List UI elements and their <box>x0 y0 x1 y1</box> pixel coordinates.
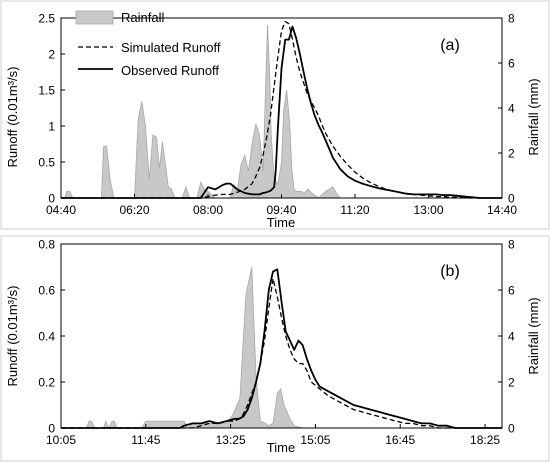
panel-b-y-left-label: Runoff (0.01m³/s) <box>5 286 20 387</box>
panel-b-y-right-tick-label: 6 <box>508 284 515 298</box>
panel-a-y-left-tick-label: 1.5 <box>38 84 55 98</box>
panel-b-y-right-tick-label: 2 <box>508 376 515 390</box>
panel-b-ticks: 10:05 11:45 13:25 15:05 16:45 18:25 0 0.2 0.4 0.6… <box>38 238 515 448</box>
panel-b-y-right-label: Rainfall (mm) <box>526 297 541 374</box>
panel-b-simulated-runoff-line <box>61 277 502 429</box>
panel-a-tag: (a) <box>440 37 460 54</box>
panel-a-legend: Rainfall Simulated Runoff Observed Runof… <box>75 10 221 78</box>
panel-b-y-right-tick-label: 8 <box>508 238 515 252</box>
panel-a-x-tick-label: 06:20 <box>119 203 149 217</box>
panel-a-y-left-tick-label: 2 <box>48 48 55 62</box>
panel-a-marks <box>61 20 502 199</box>
legend-simulated-label: Simulated Runoff <box>121 40 221 55</box>
panel-a-y-right-label: Rainfall (mm) <box>526 78 541 155</box>
panel-b-frame <box>0 235 550 462</box>
legend-rainfall-swatch <box>75 10 114 25</box>
panel-a-y-right-tick-label: 8 <box>508 12 515 26</box>
panel-a-x-tick-label: 13:00 <box>413 203 443 217</box>
legend-rainfall-label: Rainfall <box>121 10 164 25</box>
panel-b-x-tick-label: 13:25 <box>216 433 246 447</box>
panel-a-ticks: 04:40 06:20 08:00 09:40 11:20 13:00 14:4000.51… <box>38 12 517 218</box>
panel-a-y-right-tick-label: 2 <box>508 147 515 161</box>
panel-b-x-tick-label: 11:45 <box>131 433 160 447</box>
panel-a-x-tick-label: 04:40 <box>46 203 76 217</box>
panel-b-x-label: Time <box>267 440 295 455</box>
panel-a-y-left-tick-label: 2.5 <box>38 12 55 26</box>
panel-a-x-label: Time <box>267 215 295 230</box>
panel-b-x-tick-label: 15:05 <box>300 433 330 447</box>
panel-b-observed-runoff-line <box>61 268 502 429</box>
panel-a-x-tick-label: 11:20 <box>340 203 369 217</box>
panel-b-y-left-tick-label: 0.4 <box>38 330 55 344</box>
panel-b-y-right-tick-label: 0 <box>508 422 515 436</box>
panel-b-x-tick-label: 10:05 <box>46 433 76 447</box>
panel-b-y-left-tick-label: 0.8 <box>38 238 55 252</box>
panel-b-tag: (b) <box>440 263 460 280</box>
panel-a-y-left-tick-label: 1 <box>48 120 55 134</box>
panel-a-x-tick-label: 09:40 <box>266 203 296 217</box>
panel-a-y-right-tick-label: 4 <box>508 102 515 116</box>
panel-b-y-left-tick-label: 0.6 <box>38 284 55 298</box>
panel-b-marks <box>61 266 502 430</box>
panel-a-x-tick-label: 14:40 <box>487 203 517 217</box>
panel-a-observed-runoff-line <box>61 25 502 199</box>
panel-a-x-tick-label: 08:00 <box>193 203 223 217</box>
panel-a-simulated-runoff-line <box>61 20 502 199</box>
legend-observed-label: Observed Runoff <box>121 63 219 78</box>
panel-a-y-left-label: Runoff (0.01m³/s) <box>5 67 20 168</box>
panel-a-y-left-tick-label: 0 <box>48 192 55 206</box>
panel-a-y-right-tick-label: 6 <box>508 57 515 71</box>
panel-b-x-tick-label: 18:25 <box>470 433 500 447</box>
panel-a: 04:40 06:20 08:00 09:40 11:20 13:00 14:4000.51… <box>0 0 550 230</box>
panel-a-rainfall-area <box>64 24 342 199</box>
panel-a-frame <box>0 0 550 230</box>
panel-b-rainfall-area <box>85 266 303 430</box>
panel-a-y-right-tick-label: 0 <box>508 192 515 206</box>
panel-b-y-right-tick-label: 4 <box>508 330 515 344</box>
panel-a-y-left-tick-label: 0.5 <box>38 156 55 170</box>
panel-b-y-left-tick-label: 0.2 <box>38 376 55 390</box>
panel-b-y-left-tick-label: 0 <box>48 422 55 436</box>
panel-b: 10:05 11:45 13:25 15:05 16:45 18:25 0 0.2 0.4 0.6… <box>0 235 550 462</box>
panel-b-x-tick-label: 16:45 <box>385 433 415 447</box>
